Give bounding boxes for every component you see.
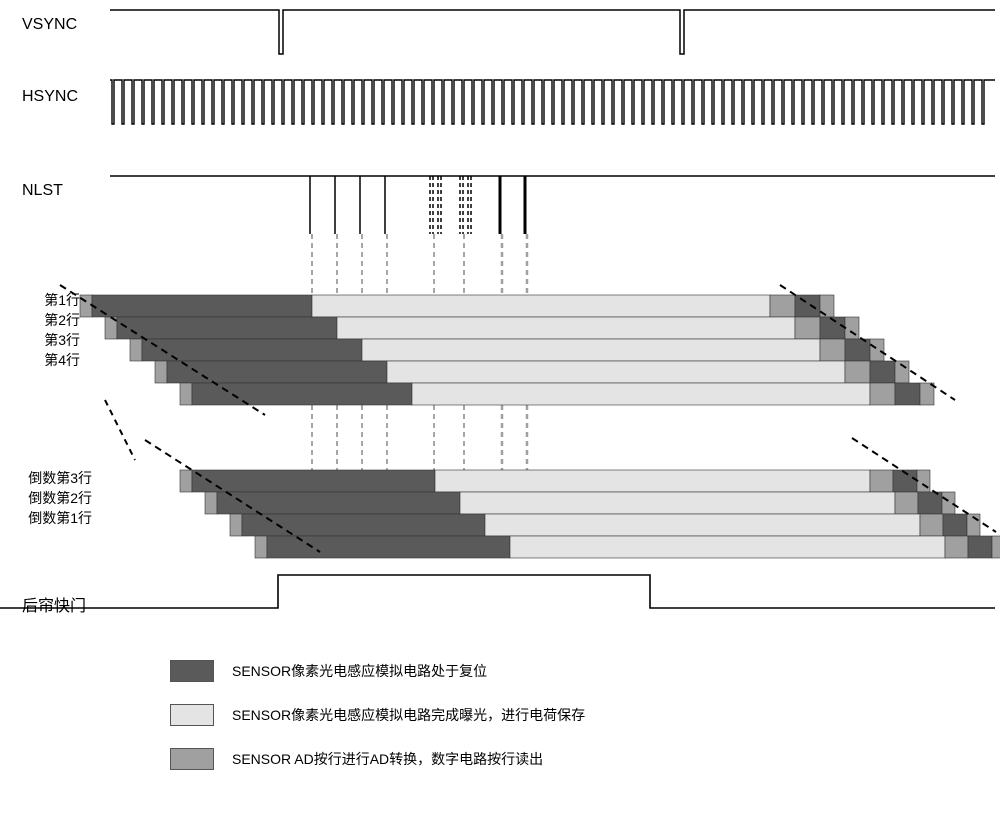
- row-label-b2: 倒数第2行: [2, 488, 92, 508]
- legend: SENSOR像素光电感应模拟电路处于复位 SENSOR像素光电感应模拟电路完成曝…: [170, 660, 585, 792]
- row-label-b3: 倒数第3行: [2, 468, 92, 488]
- legend-text-reset: SENSOR像素光电感应模拟电路处于复位: [232, 661, 487, 681]
- legend-swatch-reset: [170, 660, 214, 682]
- shutter-label: 后帘快门: [22, 592, 86, 616]
- row-label-b1: 倒数第1行: [2, 508, 92, 528]
- legend-text-ad: SENSOR AD按行进行AD转换，数字电路按行读出: [232, 749, 543, 769]
- legend-text-hold: SENSOR像素光电感应模拟电路完成曝光，进行电荷保存: [232, 705, 585, 725]
- legend-swatch-ad: [170, 748, 214, 770]
- row-label-1: 第1行: [10, 290, 80, 310]
- hsync-label: HSYNC: [22, 88, 78, 106]
- row-label-2: 第2行: [10, 310, 80, 330]
- vsync-label: VSYNC: [22, 16, 77, 34]
- row-label-4: 第4行: [10, 350, 80, 370]
- legend-item-hold: SENSOR像素光电感应模拟电路完成曝光，进行电荷保存: [170, 704, 585, 726]
- nlst-label: NLST: [22, 182, 63, 200]
- legend-swatch-hold: [170, 704, 214, 726]
- legend-item-ad: SENSOR AD按行进行AD转换，数字电路按行读出: [170, 748, 585, 770]
- row-label-3: 第3行: [10, 330, 80, 350]
- legend-item-reset: SENSOR像素光电感应模拟电路处于复位: [170, 660, 585, 682]
